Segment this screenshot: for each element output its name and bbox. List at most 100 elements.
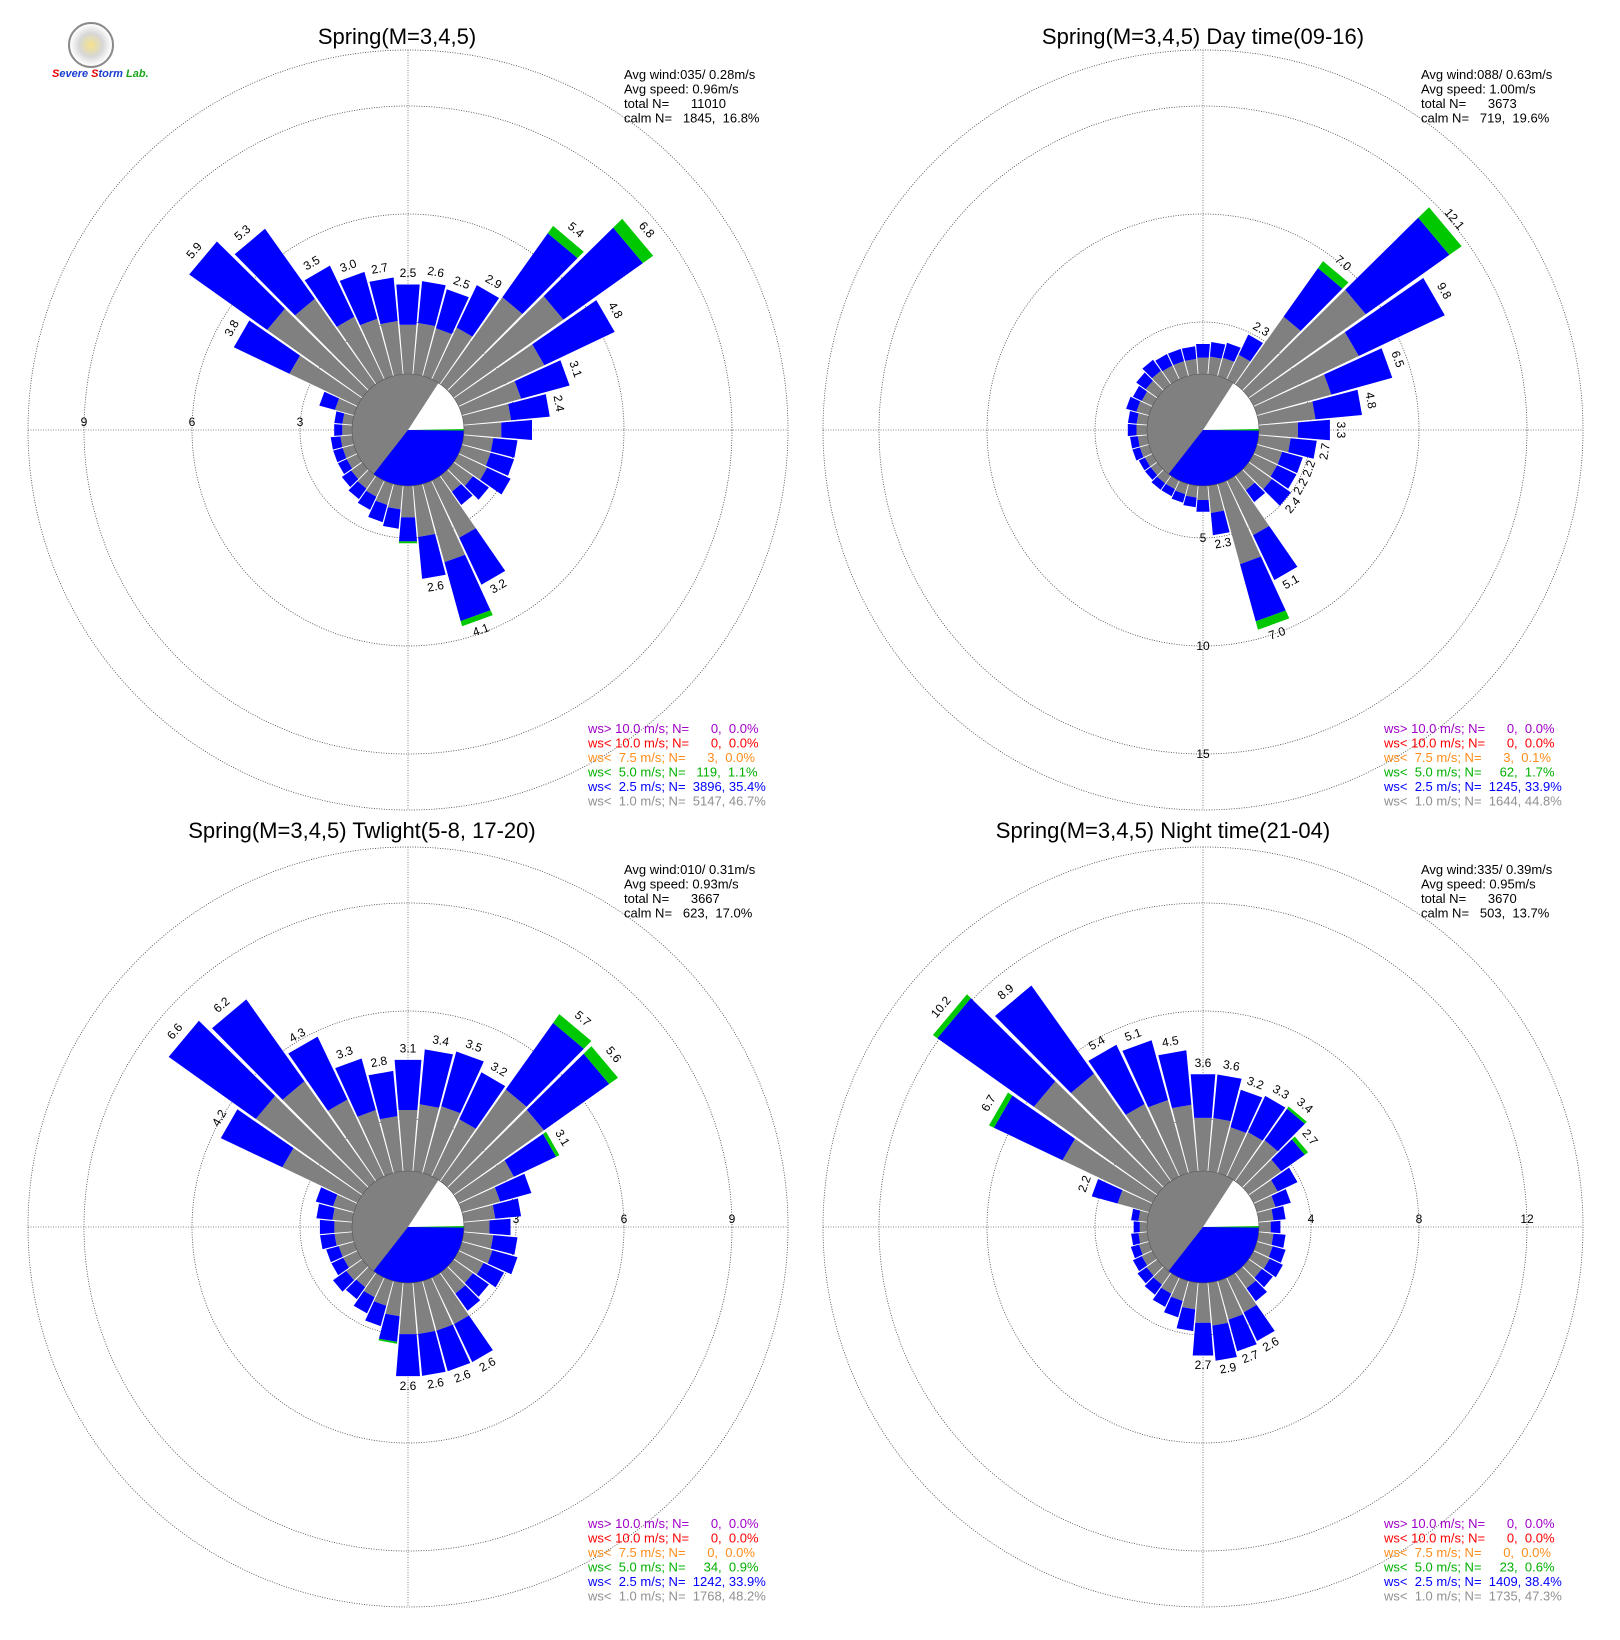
wind-rose-panel-3: 3 6 93.1 3.4 3.53.25.75.63.12.62.62.62.64.26… xyxy=(27,846,789,1608)
bar-segment-under-2-5ms xyxy=(1210,510,1230,536)
bar-value-label: 4.1 xyxy=(471,620,492,639)
bar-segment-under-1ms xyxy=(340,435,354,448)
bar-value-label: 4.2 xyxy=(209,1107,230,1129)
bar-segment-under-1ms xyxy=(1153,1266,1171,1285)
bar-segment-under-2-5ms xyxy=(1183,495,1197,508)
stats-line: total N= 3667 xyxy=(624,891,720,906)
bar-segment-under-2-5ms xyxy=(436,1324,471,1372)
bar-segment-under-1ms xyxy=(1257,1209,1274,1222)
bar-segment-under-1ms xyxy=(432,476,476,538)
bar-segment-under-2-5ms xyxy=(490,438,518,458)
bar-value-label: 2.3 xyxy=(1214,535,1233,552)
stats-line: calm N= 1845, 16.8% xyxy=(624,111,760,126)
bar-segment-under-1ms xyxy=(1235,1140,1278,1188)
bar-segment-under-2-5ms xyxy=(1240,556,1286,622)
bar-segment-under-1ms xyxy=(454,1160,514,1203)
bar-segment-under-2-5ms xyxy=(418,281,446,326)
bar-segment-under-1ms xyxy=(1208,356,1222,376)
bar-value-label: 2.2 xyxy=(1075,1173,1094,1194)
bar-segment-under-1ms xyxy=(1227,1132,1263,1181)
bar-segment-under-1ms xyxy=(1171,1277,1189,1301)
stats-line: Avg speed: 0.96m/s xyxy=(624,82,739,97)
bar-value-label: 2.9 xyxy=(483,271,505,292)
bar-segment-under-1ms xyxy=(432,1273,469,1325)
bar-segment-under-2-5ms xyxy=(1126,396,1141,412)
bar-value-label: 3.1 xyxy=(552,1127,573,1149)
bar-value-label: 2.5 xyxy=(451,273,472,292)
bar-segment-under-1ms xyxy=(399,324,417,375)
bar-segment-under-1ms xyxy=(1182,1281,1198,1310)
bar-segment-under-1ms xyxy=(454,344,545,406)
bar-segment-under-1ms xyxy=(1136,401,1153,416)
lab-logo: Severe Storm Lab. xyxy=(52,22,149,84)
bar-segment-under-2-5ms xyxy=(396,1334,420,1377)
bar-value-label: 3.4 xyxy=(1294,1095,1316,1117)
legend-entry: ws< 10.0 m/s; N= 0, 0.0% xyxy=(1383,1531,1555,1546)
range-ring xyxy=(878,902,1528,1552)
bar-segment-under-1ms xyxy=(267,308,369,398)
bar-value-label: 4.8 xyxy=(1363,391,1380,410)
panel-title: Spring(M=3,4,5) xyxy=(318,24,476,49)
bar-segment-under-1ms xyxy=(1253,444,1283,465)
range-ring xyxy=(878,105,1528,755)
bar-segment-under-1ms xyxy=(1249,1180,1278,1203)
bar-value-label: 4.3 xyxy=(286,1025,308,1046)
bar-segment-under-2-5ms xyxy=(444,554,491,622)
bar-segment-under-2-5ms xyxy=(1312,389,1362,420)
bar-segment-under-1ms xyxy=(1136,413,1149,425)
bar-segment-under-1ms xyxy=(413,484,436,537)
bar-segment-under-2-5ms xyxy=(476,1262,505,1288)
bar-segment-under-2-5ms xyxy=(1270,1220,1281,1234)
bar-segment-under-1ms xyxy=(289,355,362,406)
range-ring xyxy=(83,902,733,1552)
bar-segment-under-2-5ms xyxy=(1145,467,1158,480)
bar-segment-under-1ms xyxy=(463,1220,490,1234)
bar-segment-under-1ms xyxy=(447,296,564,398)
bar-segment-under-2-5ms xyxy=(1213,1074,1242,1122)
bar-segment-under-2-5ms xyxy=(1196,344,1210,358)
bar-segment-under-1ms xyxy=(1217,357,1235,380)
bar-value-label: 3.5 xyxy=(301,253,323,274)
bar-segment-under-1ms xyxy=(1138,1210,1149,1222)
legend-entry: ws< 5.0 m/s; N= 62, 1.7% xyxy=(1383,765,1555,780)
bar-segment-under-2-5ms xyxy=(1144,1277,1162,1295)
bar-segment-under-1ms xyxy=(1070,1073,1171,1188)
bar-segment-under-1ms xyxy=(413,1281,436,1334)
bar-segment-under-1ms xyxy=(1148,1100,1189,1177)
bar-segment-under-2-5ms xyxy=(1127,411,1139,424)
bar-value-label: 2.9 xyxy=(1219,1360,1238,1377)
bar-segment-under-1ms xyxy=(1175,480,1189,495)
bar-segment-under-1ms xyxy=(1185,484,1198,498)
bar-value-label: 5.4 xyxy=(565,219,587,241)
bar-value-label: 6.5 xyxy=(1388,349,1407,370)
bar-segment-under-1ms xyxy=(1125,1104,1179,1181)
bar-value-label: 3.3 xyxy=(1334,422,1348,439)
stats-line: calm N= 719, 19.6% xyxy=(1421,111,1550,126)
bar-segment-under-1ms xyxy=(1139,1241,1153,1255)
bar-segment-under-1ms xyxy=(1249,454,1278,477)
bar-segment-under-1ms xyxy=(1257,435,1291,453)
legend-entry: ws< 1.0 m/s; N= 1768, 48.2% xyxy=(587,1589,766,1604)
bar-value-label: 3.4 xyxy=(431,1032,450,1049)
stats-line: calm N= 623, 17.0% xyxy=(624,906,753,921)
bar-segment-under-1ms xyxy=(1117,1190,1153,1213)
bar-segment-under-2-5ms xyxy=(504,1133,557,1177)
bar-segment-under-1ms xyxy=(1235,316,1301,391)
legend-entry: ws< 10.0 m/s; N= 0, 0.0% xyxy=(587,736,759,751)
bar-segment-under-2-5ms xyxy=(168,1020,276,1119)
bar-segment-under-2-5ms xyxy=(543,227,643,320)
bar-segment-under-1ms xyxy=(454,454,488,480)
bar-segment-under-2-5ms xyxy=(334,411,345,424)
bar-segment-under-2-5ms xyxy=(1283,268,1343,331)
bar-value-label: 2.7 xyxy=(1299,1126,1321,1148)
bar-segment-under-5ms xyxy=(583,1046,618,1084)
bar-segment-under-1ms xyxy=(440,297,523,391)
bar-segment-under-2-5ms xyxy=(1176,1307,1196,1332)
bar-segment-under-1ms xyxy=(1242,1159,1282,1195)
bar-segment-under-2-5ms xyxy=(1243,1304,1275,1341)
bar-segment-under-1ms xyxy=(1242,289,1366,398)
legend-entry: ws< 5.0 m/s; N= 34, 0.9% xyxy=(587,1560,759,1575)
bar-segment-under-2-5ms xyxy=(494,1173,532,1202)
bar-segment-under-2-5ms xyxy=(333,1270,354,1292)
